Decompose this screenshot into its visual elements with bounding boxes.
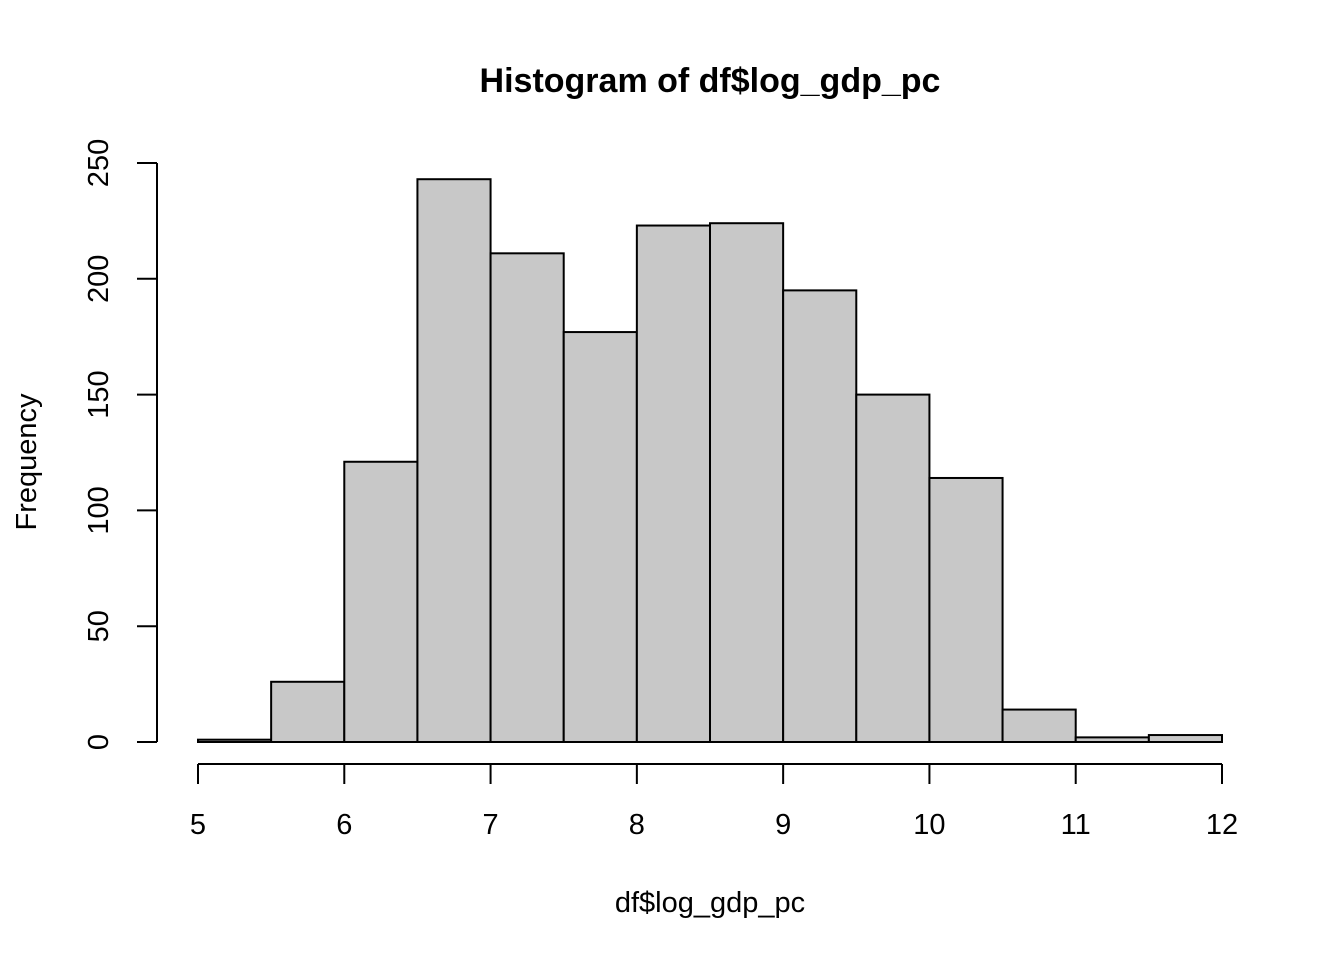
histogram-bar-0 [197, 738, 273, 744]
histogram-bar-4 [489, 252, 565, 743]
histogram-bar-1 [270, 680, 346, 743]
x-axis: 5 6 7 8 9 10 11 12 [190, 763, 1238, 841]
x-tick-label-0: 5 [190, 809, 206, 841]
histogram-bar-12 [1074, 736, 1150, 743]
x-tick-label-5: 10 [913, 809, 945, 841]
histogram-bar-9 [855, 393, 931, 743]
y-tick-label-0: 0 [83, 734, 115, 750]
bars-group [197, 178, 1224, 744]
chart-title: Histogram of df$log_gdp_pc [480, 62, 941, 100]
histogram-bar-5 [562, 331, 638, 743]
histogram-bar-11 [1001, 708, 1077, 743]
histogram-bar-8 [782, 289, 858, 743]
histogram-bar-3 [416, 178, 492, 744]
x-tick-label-3: 8 [629, 809, 645, 841]
histogram-bar-7 [709, 222, 785, 743]
y-tick-label-3: 150 [83, 370, 115, 418]
y-tick-label-2: 100 [83, 486, 115, 534]
histogram-bar-2 [343, 460, 419, 743]
x-tick-label-7: 12 [1206, 809, 1238, 841]
histogram-bar-13 [1147, 734, 1224, 744]
x-tick-label-2: 7 [483, 809, 499, 841]
x-tick-label-4: 9 [775, 809, 791, 841]
histogram-bar-10 [928, 476, 1004, 743]
y-tick-label-1: 50 [83, 610, 115, 642]
x-axis-title: df$log_gdp_pc [615, 887, 805, 919]
y-axis: 0 50 100 150 200 250 [83, 139, 158, 750]
histogram-bar-6 [635, 224, 711, 744]
y-tick-label-4: 200 [83, 255, 115, 303]
y-axis-title: Frequency [11, 393, 43, 531]
x-tick-label-6: 11 [1061, 809, 1091, 841]
x-tick-label-1: 6 [336, 809, 352, 841]
y-tick-label-5: 250 [83, 139, 115, 187]
